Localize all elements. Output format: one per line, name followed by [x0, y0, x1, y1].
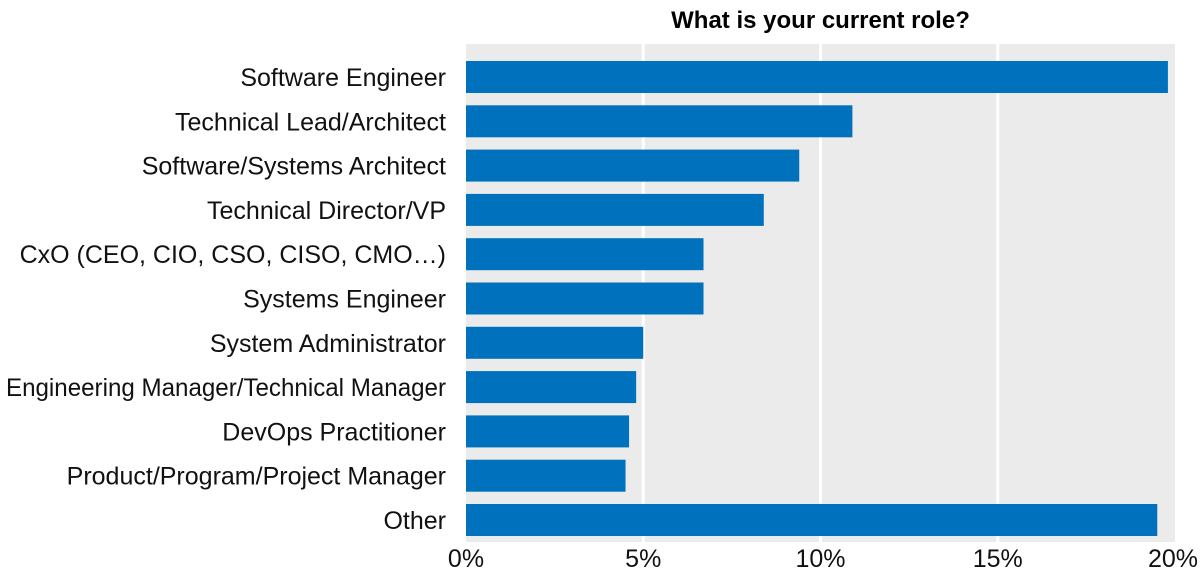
category-label: Systems Engineer: [243, 286, 446, 314]
bar: [466, 326, 644, 359]
category-label: Engineering Manager/Technical Manager: [6, 374, 446, 402]
category-label: Software/Systems Architect: [142, 153, 446, 181]
bar: [466, 238, 704, 271]
bar: [466, 459, 626, 492]
category-label: Technical Lead/Architect: [175, 108, 446, 136]
category-labels: Software Engineer Technical Lead/Architec…: [6, 64, 446, 535]
x-tick-label: 5%: [625, 545, 661, 573]
category-label: DevOps Practitioner: [222, 418, 446, 446]
category-label: Other: [383, 507, 446, 535]
bar: [466, 415, 630, 448]
category-label: Technical Director/VP: [207, 197, 446, 225]
chart-title: What is your current role?: [671, 7, 970, 34]
x-tick-label: 15%: [973, 545, 1023, 573]
category-label: CxO (CEO, CIO, CSO, CISO, CMO…): [20, 241, 446, 269]
bar: [466, 105, 853, 138]
bar: [466, 504, 1158, 536]
bars: [466, 61, 1168, 536]
bar: [466, 193, 764, 226]
x-axis-tick-labels: 0% 5% 10% 15% 20%: [448, 545, 1198, 573]
bar: [466, 149, 800, 182]
bar: [466, 282, 704, 315]
category-label: Software Engineer: [240, 64, 446, 92]
category-label: System Administrator: [210, 330, 446, 358]
category-label: Product/Program/Project Manager: [67, 463, 446, 491]
x-tick-label: 20%: [1148, 545, 1198, 573]
bar: [466, 371, 637, 404]
x-tick-label: 0%: [448, 545, 484, 573]
x-tick-label: 10%: [795, 545, 845, 573]
bar: [466, 61, 1168, 93]
